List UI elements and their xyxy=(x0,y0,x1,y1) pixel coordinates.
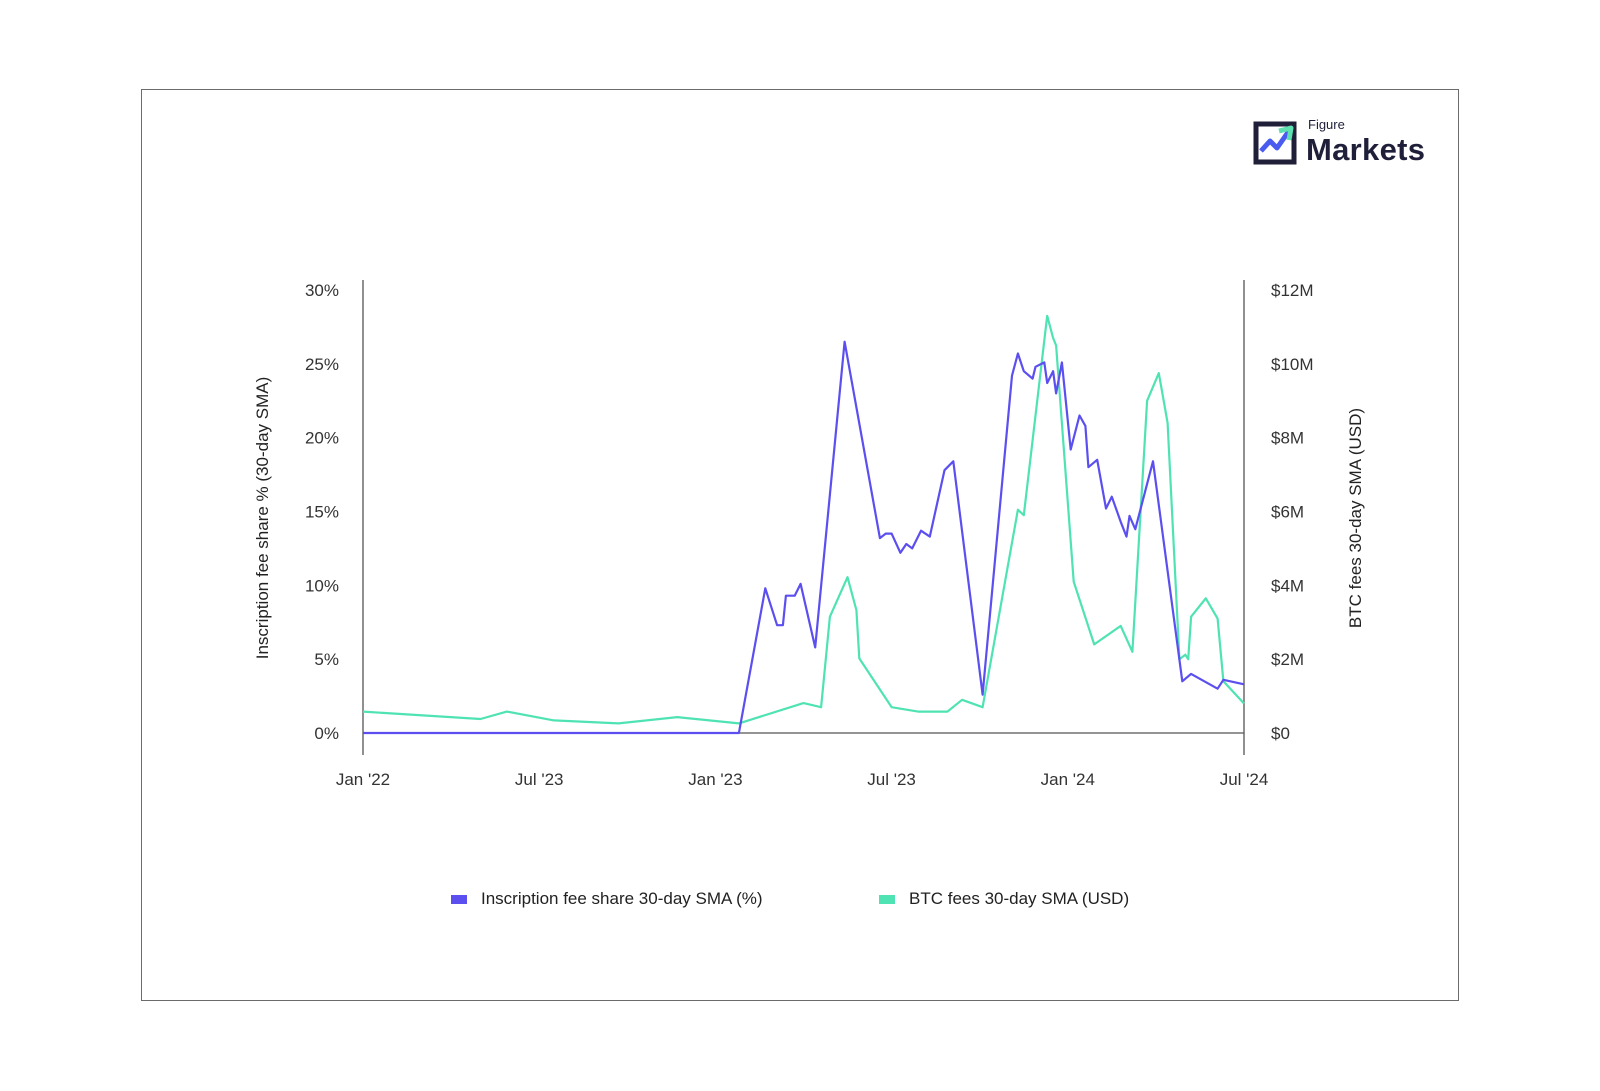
legend-label-inscription: Inscription fee share 30-day SMA (%) xyxy=(481,889,763,908)
y2-tick-label: $4M xyxy=(1271,576,1304,595)
y2-tick-label: $0 xyxy=(1271,724,1290,743)
y2-tick-label: $2M xyxy=(1271,650,1304,669)
y-tick-label: 10% xyxy=(305,576,339,595)
series-lines xyxy=(362,314,1245,735)
y-tick-label: 15% xyxy=(305,503,339,522)
y-tick-label: 5% xyxy=(314,650,339,669)
brand-logo: Figure Markets xyxy=(1253,117,1443,169)
series-line-btc-fees xyxy=(362,314,1245,725)
y2-tick-label: $12M xyxy=(1271,281,1314,300)
legend: Inscription fee share 30-day SMA (%) BTC… xyxy=(0,889,1600,915)
series-line-inscription-share xyxy=(363,340,1245,735)
y2-axis-title: BTC fees 30-day SMA (USD) xyxy=(1346,408,1365,628)
x-tick-label: Jan '23 xyxy=(688,770,742,789)
legend-item-inscription: Inscription fee share 30-day SMA (%) xyxy=(451,889,763,909)
legend-item-btc-fees: BTC fees 30-day SMA (USD) xyxy=(879,889,1129,909)
x-tick-label: Jul '24 xyxy=(1220,770,1269,789)
y2-tick-label: $8M xyxy=(1271,429,1304,448)
x-tick-label: Jul '23 xyxy=(867,770,916,789)
axes xyxy=(362,280,1245,755)
x-tick-label: Jan '22 xyxy=(336,770,390,789)
y-tick-label: 30% xyxy=(305,281,339,300)
y-tick-label: 0% xyxy=(314,724,339,743)
figure-markets-logo-icon xyxy=(1253,121,1297,165)
y-axis-title: Inscription fee share % (30-day SMA) xyxy=(253,377,272,660)
y2-tick-label: $6M xyxy=(1271,503,1304,522)
x-tick-label: Jan '24 xyxy=(1041,770,1095,789)
y2-tick-label: $10M xyxy=(1271,355,1314,374)
tick-labels: 0% 5% 10% 15% 20% 25% 30% $0 $2M $4M $6M $8M $10M $12… xyxy=(305,281,1314,789)
brand-name: Markets xyxy=(1306,132,1426,167)
legend-swatch-inscription xyxy=(451,894,467,904)
legend-swatch-btc-fees xyxy=(879,894,895,904)
y-tick-label: 20% xyxy=(305,429,339,448)
brand-small-text: Figure xyxy=(1308,117,1345,132)
y-tick-label: 25% xyxy=(305,355,339,374)
chart-frame xyxy=(141,89,1459,1001)
legend-label-btc-fees: BTC fees 30-day SMA (USD) xyxy=(909,889,1130,908)
x-tick-label: Jul '23 xyxy=(515,770,564,789)
